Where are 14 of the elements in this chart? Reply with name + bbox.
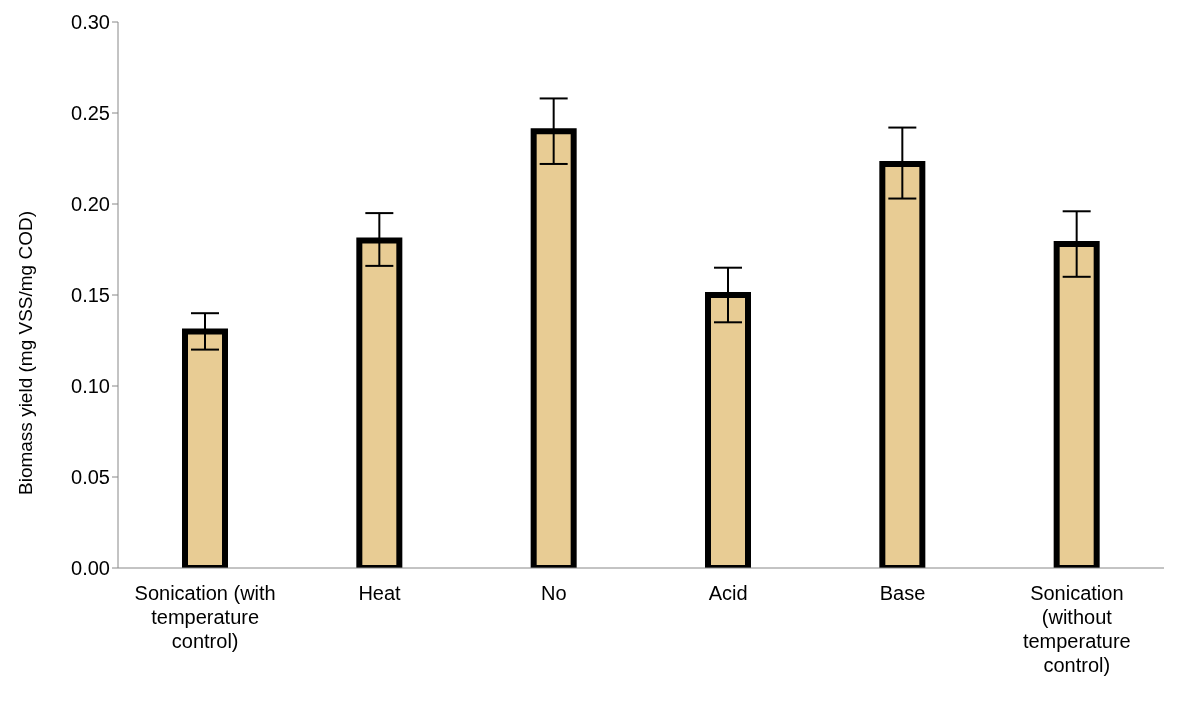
y-tick-label: 0.00	[71, 557, 110, 580]
y-tick-label: 0.25	[71, 102, 110, 125]
x-tick-label: Heat	[358, 582, 402, 604]
y-tick-label: 0.20	[71, 193, 110, 216]
y-tick-label: 0.30	[71, 11, 110, 34]
y-tick-label: 0.05	[71, 466, 110, 489]
y-tick-label: 0.10	[71, 375, 110, 398]
x-tick-label: Base	[879, 582, 926, 604]
y-axis-title: Biomass yield (mg VSS/mg COD)	[14, 210, 36, 495]
x-tick-label: Acid	[708, 582, 748, 604]
x-tick-label: Sonication (with temperature control)	[134, 582, 276, 652]
y-tick-label: 0.15	[71, 284, 110, 307]
x-tick-label: Sonication (without temperature control)	[1022, 582, 1131, 676]
x-tick-label: No	[541, 582, 567, 604]
